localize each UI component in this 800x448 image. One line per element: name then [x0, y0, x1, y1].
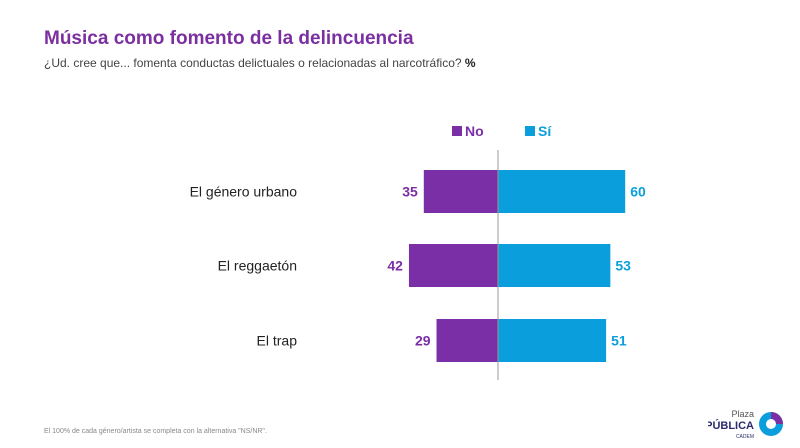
bar-no: [436, 319, 498, 362]
bar-no: [408, 244, 498, 287]
legend-swatch-no: [452, 126, 462, 136]
svg-text:PÚBLICA: PÚBLICA: [708, 419, 754, 432]
chart-subtitle: ¿Ud. cree que... fomenta conductas delic…: [44, 56, 476, 70]
data-label-si: 60: [630, 184, 646, 200]
data-label-no: 35: [402, 184, 418, 200]
svg-text:CADEM: CADEM: [736, 434, 754, 440]
category-label: El género urbano: [190, 184, 298, 200]
legend-label-si: Sí: [538, 123, 552, 139]
data-label-no: 42: [387, 258, 403, 274]
data-label-si: 51: [611, 333, 627, 349]
legend-label-no: No: [465, 123, 484, 139]
svg-text:Plaza: Plaza: [731, 409, 754, 419]
legend-swatch-si: [525, 126, 535, 136]
legend-item-no: No: [452, 123, 484, 139]
chart-title: Música como fomento de la delincuencia: [44, 28, 414, 49]
category-label: El trap: [257, 333, 298, 349]
category-label: El reggaetón: [218, 258, 297, 274]
subtitle-unit: %: [464, 56, 476, 70]
bar-si: [498, 170, 626, 213]
bar-no: [423, 170, 498, 213]
bar-si: [498, 319, 607, 362]
footnote: El 100% de cada género/artista se comple…: [44, 428, 267, 435]
data-label-no: 29: [415, 333, 431, 349]
data-label-si: 53: [615, 258, 631, 274]
subtitle-text: ¿Ud. cree que... fomenta conductas delic…: [44, 56, 462, 70]
plaza-publica-logo: Plaza PÚBLICA CADEM: [705, 407, 788, 443]
bar-si: [498, 244, 611, 287]
legend-item-si: Sí: [525, 123, 551, 139]
